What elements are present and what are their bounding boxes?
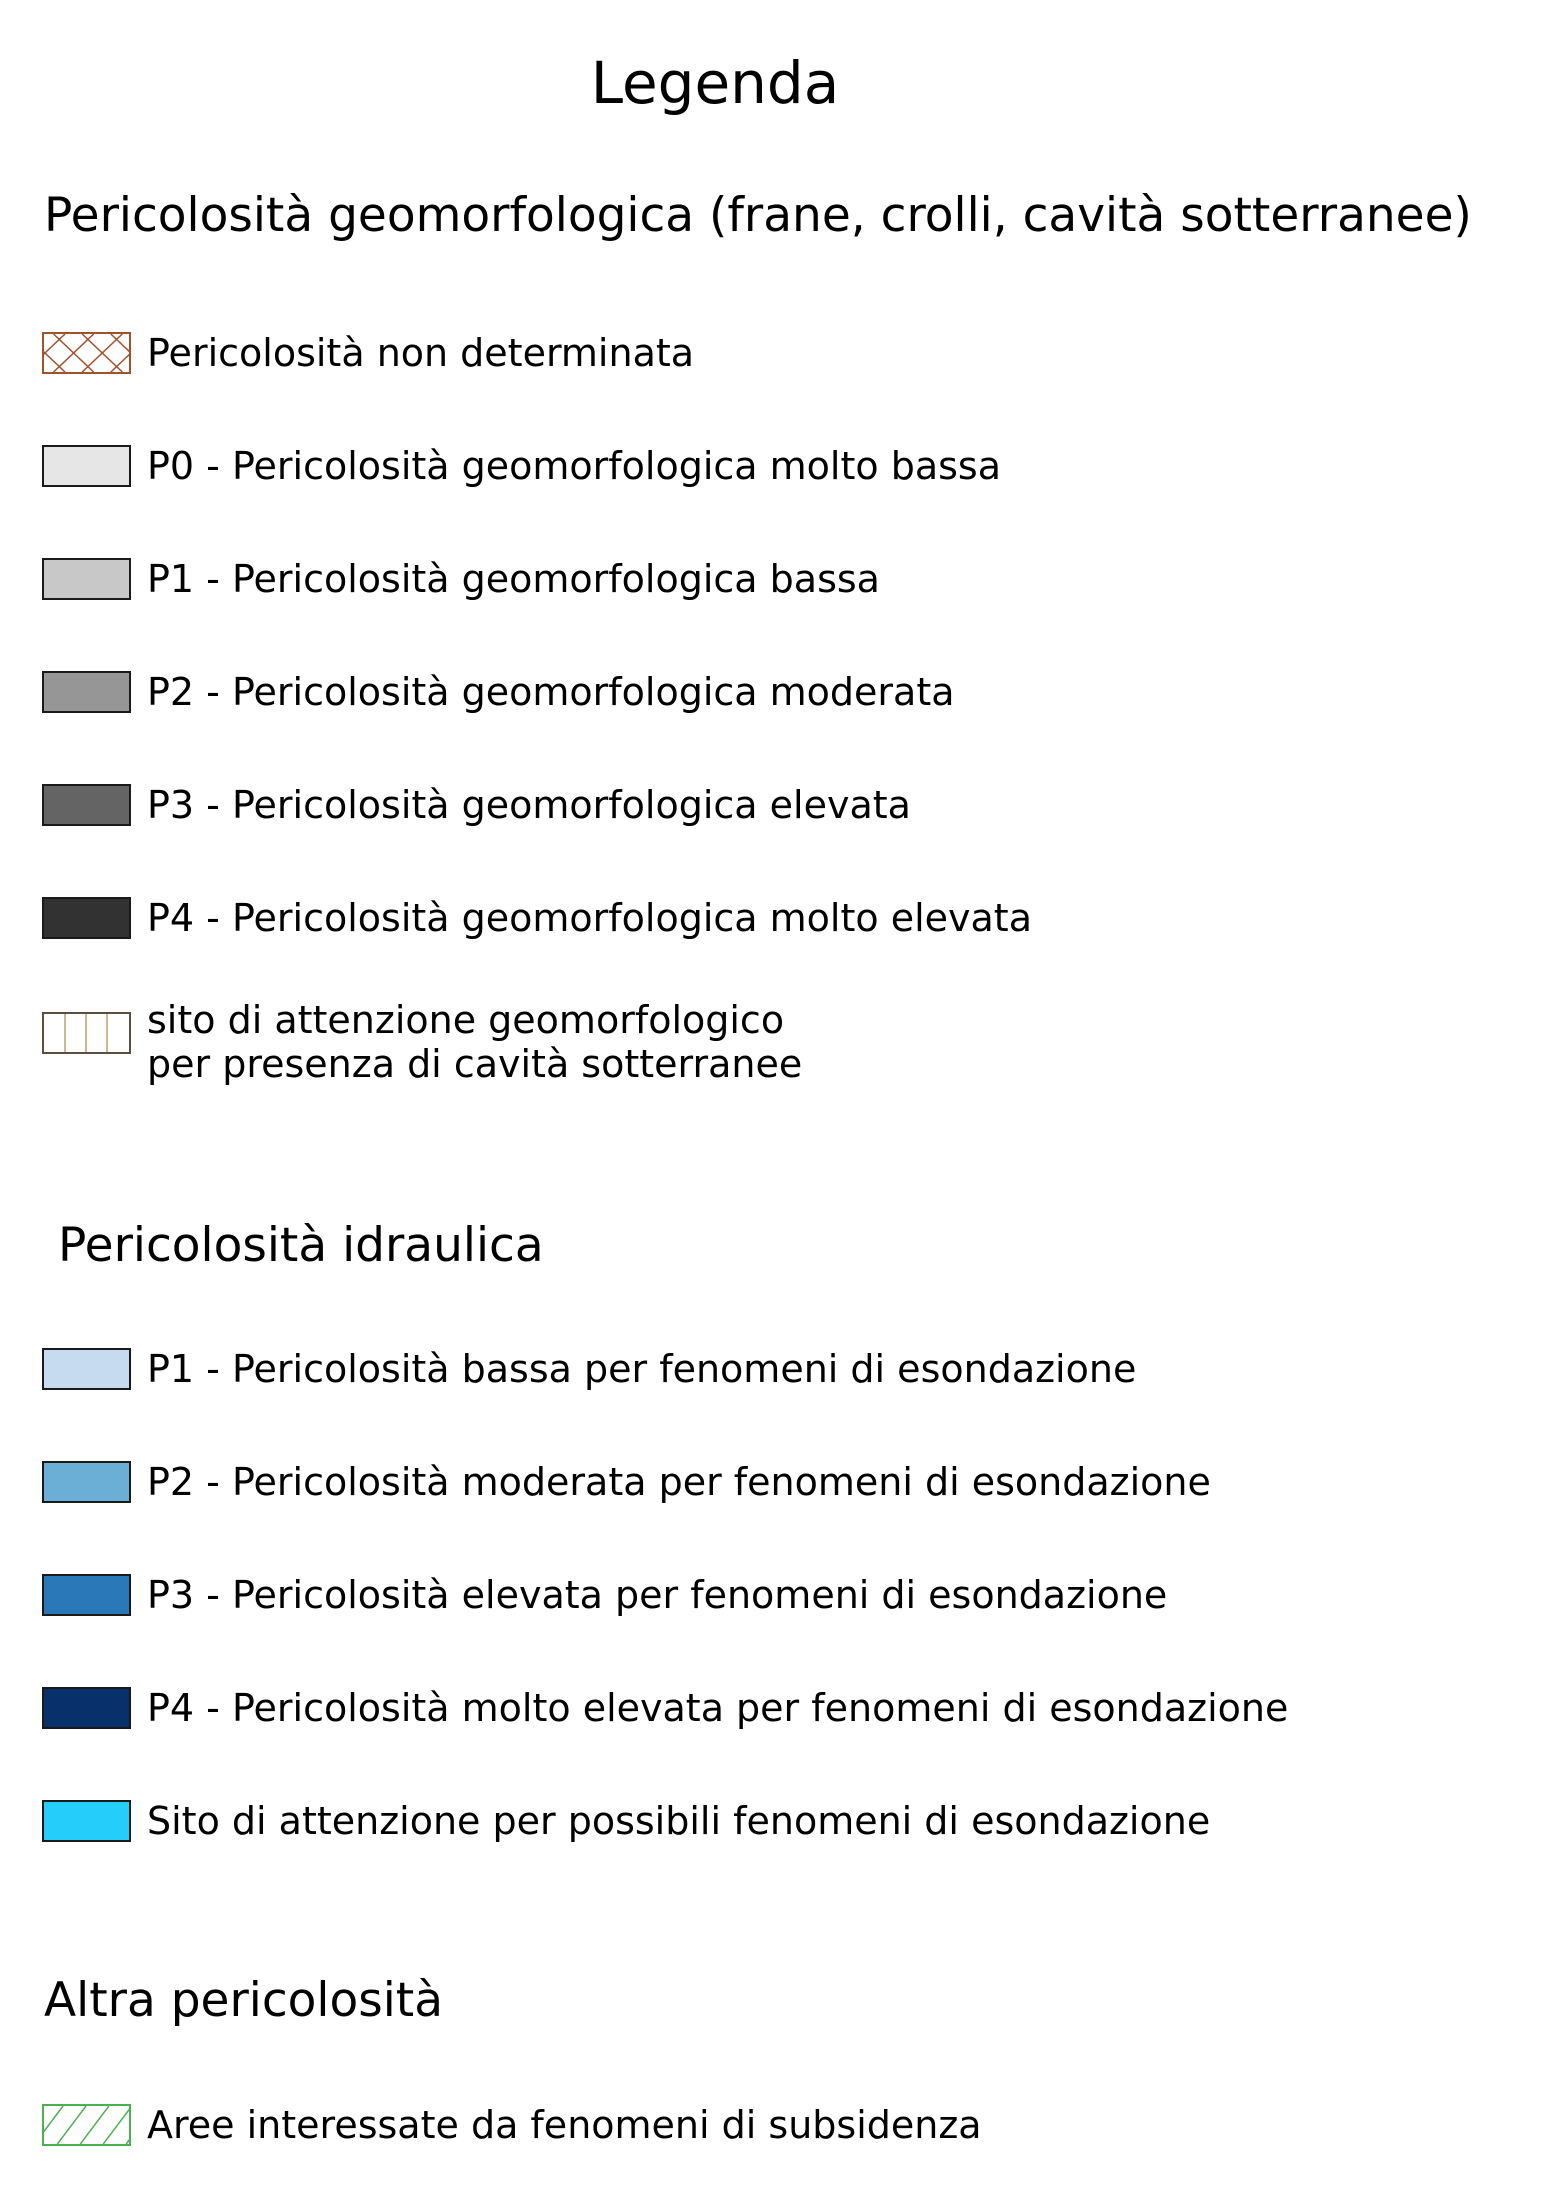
section-title-altra: Altra pericolosità	[44, 1973, 444, 2028]
vertical-lines-pattern-icon	[64, 1014, 108, 1052]
legend-item-p1-geomorfologica: P1 - Pericolosità geomorfologica bassa	[42, 556, 880, 602]
p4-swatch	[42, 897, 131, 939]
legend-label: P4 - Pericolosità molto elevata per feno…	[147, 1686, 1289, 1730]
crosshatch-swatch	[42, 332, 131, 374]
diagonal-lines-pattern-icon	[44, 2106, 129, 2144]
legend-item-p3-geomorfologica: P3 - Pericolosità geomorfologica elevata	[42, 782, 911, 828]
legend-item-p2-idraulica: P2 - Pericolosità moderata per fenomeni …	[42, 1459, 1211, 1505]
diagonal-lines-swatch	[42, 2104, 131, 2146]
p4-idraulica-swatch	[42, 1687, 131, 1729]
legend-item-sito-cavita: sito di attenzione geomorfologico per pr…	[42, 998, 802, 1086]
legend-label: P1 - Pericolosità geomorfologica bassa	[147, 557, 880, 601]
p3-idraulica-swatch	[42, 1574, 131, 1616]
legend-title: Legenda	[590, 49, 840, 117]
p1-swatch	[42, 558, 131, 600]
p0-swatch	[42, 445, 131, 487]
p2-idraulica-swatch	[42, 1461, 131, 1503]
legend-item-p1-idraulica: P1 - Pericolosità bassa per fenomeni di …	[42, 1346, 1136, 1392]
legend-label: P4 - Pericolosità geomorfologica molto e…	[147, 896, 1032, 940]
legend-label: P3 - Pericolosità elevata per fenomeni d…	[147, 1573, 1168, 1617]
legend-item-p3-idraulica: P3 - Pericolosità elevata per fenomeni d…	[42, 1572, 1167, 1618]
vertical-lines-swatch	[42, 1012, 131, 1054]
legend-label-multiline: sito di attenzione geomorfologico per pr…	[147, 998, 802, 1086]
legend-item-p4-idraulica: P4 - Pericolosità molto elevata per feno…	[42, 1685, 1288, 1731]
legend-label-line2: per presenza di cavità sotterranee	[147, 1042, 803, 1086]
legend-label: P0 - Pericolosità geomorfologica molto b…	[147, 444, 1001, 488]
section-title-idraulica: Pericolosità idraulica	[58, 1218, 544, 1273]
legend-label: Aree interessate da fenomeni di subsiden…	[147, 2103, 982, 2147]
legend-label: P1 - Pericolosità bassa per fenomeni di …	[147, 1347, 1137, 1391]
p2-swatch	[42, 671, 131, 713]
legend-label-line1: sito di attenzione geomorfologico	[147, 998, 785, 1042]
p1-idraulica-swatch	[42, 1348, 131, 1390]
legend-label: P2 - Pericolosità geomorfologica moderat…	[147, 670, 955, 714]
legend-label: Sito di attenzione per possibili fenomen…	[147, 1799, 1211, 1843]
legend-item-p0-geomorfologica: P0 - Pericolosità geomorfologica molto b…	[42, 443, 1001, 489]
legend-label: Pericolosità non determinata	[147, 331, 695, 375]
section-title-geomorfologica: Pericolosità geomorfologica (frane, crol…	[44, 188, 1472, 243]
crosshatch-pattern-icon	[44, 334, 129, 372]
legend-item-subsidenza: Aree interessate da fenomeni di subsiden…	[42, 2102, 982, 2148]
legend-item-sito-esondazione: Sito di attenzione per possibili fenomen…	[42, 1798, 1210, 1844]
legend-item-non-determinata: Pericolosità non determinata	[42, 330, 694, 376]
legend-label: P3 - Pericolosità geomorfologica elevata	[147, 783, 911, 827]
p3-swatch	[42, 784, 131, 826]
legend-label: P2 - Pericolosità moderata per fenomeni …	[147, 1460, 1211, 1504]
legend-item-p4-geomorfologica: P4 - Pericolosità geomorfologica molto e…	[42, 895, 1032, 941]
sito-esondazione-swatch	[42, 1800, 131, 1842]
legend-item-p2-geomorfologica: P2 - Pericolosità geomorfologica moderat…	[42, 669, 955, 715]
